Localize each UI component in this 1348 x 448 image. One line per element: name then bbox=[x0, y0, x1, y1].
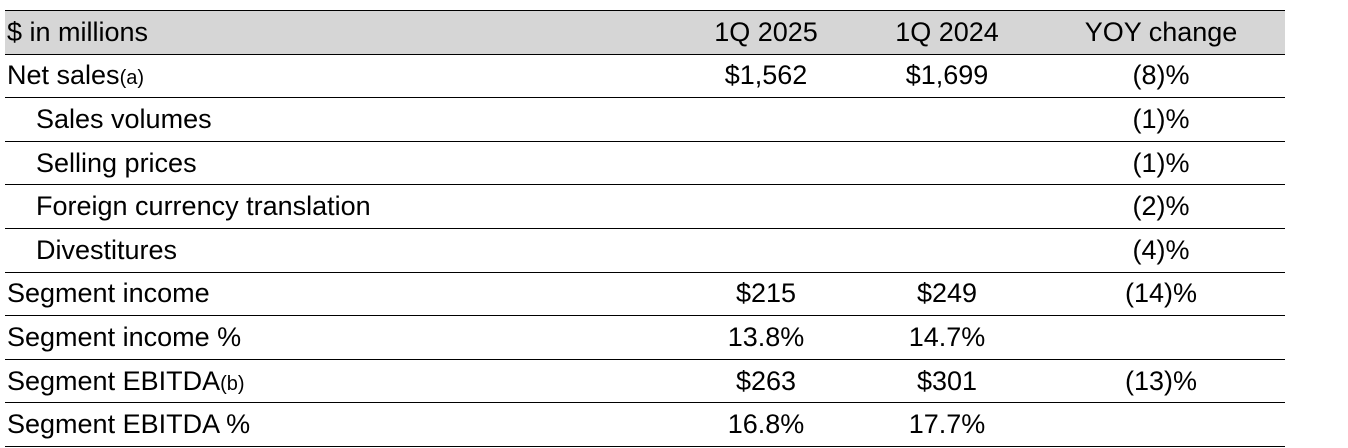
value-1q-2024 bbox=[857, 97, 1037, 142]
value-yoy-change: (8)% bbox=[1037, 54, 1285, 99]
table-row: Segment income $215 $249 (14)% bbox=[5, 272, 1285, 317]
footnote-marker: (b) bbox=[220, 372, 245, 395]
table-row: Segment EBITDA(b) $263 $301 (13)% bbox=[5, 359, 1285, 404]
header-units: $ in millions bbox=[5, 10, 675, 55]
row-label-cell: Selling prices bbox=[5, 141, 675, 186]
row-label-cell: Segment EBITDA % bbox=[5, 402, 675, 447]
row-label: Segment EBITDA % bbox=[7, 409, 251, 440]
row-label: Segment EBITDA bbox=[7, 365, 221, 396]
row-label: Net sales bbox=[7, 60, 120, 91]
row-label: Segment income % bbox=[7, 321, 242, 352]
value-1q-2025 bbox=[675, 141, 857, 186]
row-label: Foreign currency translation bbox=[36, 191, 371, 222]
row-label: Sales volumes bbox=[36, 103, 212, 134]
value-1q-2025 bbox=[675, 184, 857, 229]
table-row: Selling prices (1)% bbox=[5, 141, 1285, 186]
value-yoy-change bbox=[1037, 402, 1285, 447]
value-1q-2025: 16.8% bbox=[675, 402, 857, 447]
row-label-cell: Segment income % bbox=[5, 315, 675, 360]
header-row: $ in millions 1Q 2025 1Q 2024 YOY change bbox=[5, 10, 1285, 55]
row-label-cell: Segment EBITDA(b) bbox=[5, 359, 675, 404]
header-1q-2025: 1Q 2025 bbox=[675, 10, 857, 55]
value-1q-2024: $1,699 bbox=[857, 54, 1037, 99]
table-row: Segment EBITDA % 16.8% 17.7% bbox=[5, 402, 1285, 447]
row-label: Segment income bbox=[7, 278, 210, 309]
table-row: Segment income % 13.8% 14.7% bbox=[5, 315, 1285, 360]
value-1q-2025 bbox=[675, 228, 857, 273]
row-label-cell: Foreign currency translation bbox=[5, 184, 675, 229]
row-label: Selling prices bbox=[36, 147, 197, 178]
row-label-cell: Divestitures bbox=[5, 228, 675, 273]
row-label-cell: Segment income bbox=[5, 272, 675, 317]
value-1q-2025: 13.8% bbox=[675, 315, 857, 360]
value-1q-2024: 14.7% bbox=[857, 315, 1037, 360]
table-row: Divestitures (4)% bbox=[5, 228, 1285, 273]
footnote-marker: (a) bbox=[119, 67, 145, 90]
row-label-cell: Net sales(a) bbox=[5, 54, 675, 99]
table-row: Net sales(a) $1,562 $1,699 (8)% bbox=[5, 54, 1285, 99]
value-1q-2024: $249 bbox=[857, 272, 1037, 317]
value-1q-2024 bbox=[857, 228, 1037, 273]
value-yoy-change: (2)% bbox=[1037, 184, 1285, 229]
table-row: Foreign currency translation (2)% bbox=[5, 184, 1285, 229]
table-body: Net sales(a) $1,562 $1,699 (8)% Sales volume… bbox=[5, 54, 1285, 447]
header-1q-2024: 1Q 2024 bbox=[857, 10, 1037, 55]
row-label: Divestitures bbox=[36, 234, 178, 265]
value-1q-2025: $1,562 bbox=[675, 54, 857, 99]
table-row: Sales volumes (1)% bbox=[5, 97, 1285, 142]
value-yoy-change: (1)% bbox=[1037, 141, 1285, 186]
value-yoy-change bbox=[1037, 315, 1285, 360]
value-yoy-change: (1)% bbox=[1037, 97, 1285, 142]
value-yoy-change: (14)% bbox=[1037, 272, 1285, 317]
value-1q-2025: $215 bbox=[675, 272, 857, 317]
table-header: $ in millions 1Q 2025 1Q 2024 YOY change bbox=[5, 10, 1285, 55]
value-1q-2025: $263 bbox=[675, 359, 857, 404]
value-yoy-change: (13)% bbox=[1037, 359, 1285, 404]
value-yoy-change: (4)% bbox=[1037, 228, 1285, 273]
financial-table-container: $ in millions 1Q 2025 1Q 2024 YOY change… bbox=[5, 10, 1285, 447]
header-yoy-change: YOY change bbox=[1037, 10, 1285, 55]
value-1q-2024 bbox=[857, 184, 1037, 229]
value-1q-2024 bbox=[857, 141, 1037, 186]
value-1q-2024: 17.7% bbox=[857, 402, 1037, 447]
value-1q-2024: $301 bbox=[857, 359, 1037, 404]
segment-results-table: $ in millions 1Q 2025 1Q 2024 YOY change… bbox=[5, 10, 1285, 447]
value-1q-2025 bbox=[675, 97, 857, 142]
row-label-cell: Sales volumes bbox=[5, 97, 675, 142]
